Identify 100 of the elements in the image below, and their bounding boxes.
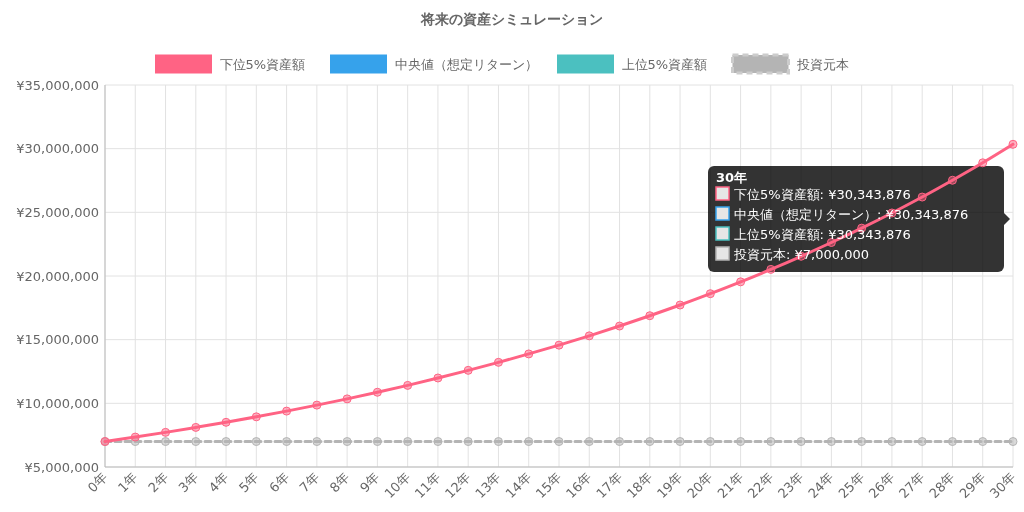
x-tick-label: 23年 — [774, 469, 807, 502]
point — [766, 437, 776, 447]
x-tick-label: 9年 — [357, 469, 383, 496]
point — [645, 311, 655, 321]
x-tick-label: 17年 — [593, 469, 625, 502]
point — [161, 427, 171, 437]
point — [584, 437, 594, 447]
x-tick-label: 1年 — [114, 469, 141, 496]
annotation: 中央値（想定リターン）: ¥30,343,876 — [734, 206, 969, 222]
point — [403, 380, 413, 390]
point — [675, 300, 685, 310]
legend-label: 中央値（想定リターン） — [394, 56, 538, 72]
x-tick-label: 29年 — [956, 469, 989, 502]
x-tick-label: 3年 — [175, 469, 202, 496]
y-tick-label: ¥30,000,000 — [16, 141, 99, 157]
point — [826, 437, 836, 447]
point — [191, 422, 201, 432]
point — [796, 437, 806, 447]
point — [615, 321, 625, 331]
chart-title: 将来の資産シミュレーション — [420, 11, 603, 27]
point — [947, 437, 957, 447]
point — [463, 365, 473, 375]
x-tick-label: 26年 — [865, 469, 898, 502]
annotation: 30年 — [716, 170, 748, 185]
point — [705, 437, 715, 447]
point — [1008, 437, 1018, 447]
x-tick-label: 11年 — [411, 469, 444, 502]
legend-label: 上位5%資産額 — [621, 56, 708, 72]
point — [493, 357, 503, 367]
x-tick-label: 28年 — [926, 469, 958, 502]
y-tick-label: ¥35,000,000 — [16, 77, 99, 93]
point — [282, 437, 292, 447]
point — [524, 349, 534, 359]
x-tick-label: 25年 — [835, 469, 868, 502]
x-tick-label: 8年 — [326, 469, 353, 496]
point — [917, 192, 927, 202]
y-tick-label: ¥15,000,000 — [16, 332, 99, 348]
point — [433, 373, 443, 383]
x-tick-label: 27年 — [896, 469, 928, 502]
point — [736, 437, 746, 447]
point — [917, 437, 927, 447]
point — [978, 437, 988, 447]
y-tick-label: ¥25,000,000 — [16, 204, 99, 220]
y-tick-label: ¥10,000,000 — [16, 395, 99, 411]
point — [887, 437, 897, 447]
point — [221, 417, 231, 427]
point — [251, 437, 261, 447]
point — [705, 289, 715, 299]
point — [312, 437, 322, 447]
y-tick-label: ¥20,000,000 — [16, 268, 99, 284]
point — [1008, 139, 1018, 149]
x-tick-label: 13年 — [472, 469, 504, 502]
x-tick-label: 15年 — [532, 469, 565, 502]
point — [342, 394, 352, 404]
point — [524, 437, 534, 447]
legend-label: 投資元本 — [795, 56, 849, 72]
x-tick-label: 16年 — [563, 469, 595, 502]
point — [312, 400, 322, 410]
x-tick-label: 7年 — [296, 469, 323, 496]
point — [554, 340, 564, 350]
point — [736, 277, 746, 287]
point — [766, 264, 776, 274]
point — [433, 437, 443, 447]
x-tick-label: 21年 — [714, 469, 746, 502]
point — [554, 437, 564, 447]
x-tick-label: 10年 — [381, 469, 414, 502]
x-tick-label: 22年 — [744, 469, 777, 502]
point — [130, 432, 140, 442]
x-tick-label: 30年 — [986, 469, 1019, 502]
point — [615, 437, 625, 447]
point — [342, 437, 352, 447]
point — [282, 406, 292, 416]
point — [251, 412, 261, 422]
x-tick-label: 4年 — [205, 469, 232, 496]
legend-label: 下位5%資産額 — [219, 56, 306, 72]
point — [191, 437, 201, 447]
point — [493, 437, 503, 447]
point — [221, 437, 231, 447]
annotation: 下位5%資産額: ¥30,343,876 — [734, 186, 911, 202]
point — [978, 158, 988, 168]
point — [161, 437, 171, 447]
x-tick-label: 19年 — [653, 469, 686, 502]
point — [584, 331, 594, 341]
x-tick-label: 20年 — [684, 469, 716, 502]
point — [372, 387, 382, 397]
x-tick-label: 12年 — [442, 469, 474, 502]
x-tick-label: 18年 — [623, 469, 656, 502]
point — [463, 437, 473, 447]
x-tick-label: 2年 — [145, 469, 171, 496]
point — [645, 437, 655, 447]
point — [675, 437, 685, 447]
x-tick-label: 24年 — [805, 469, 837, 502]
point — [372, 437, 382, 447]
x-tick-label: 5年 — [236, 469, 262, 496]
point — [857, 437, 867, 447]
point — [947, 175, 957, 185]
x-tick-label: 14年 — [502, 469, 535, 502]
point — [403, 437, 413, 447]
x-tick-label: 6年 — [266, 469, 292, 496]
y-tick-label: ¥5,000,000 — [24, 459, 99, 475]
